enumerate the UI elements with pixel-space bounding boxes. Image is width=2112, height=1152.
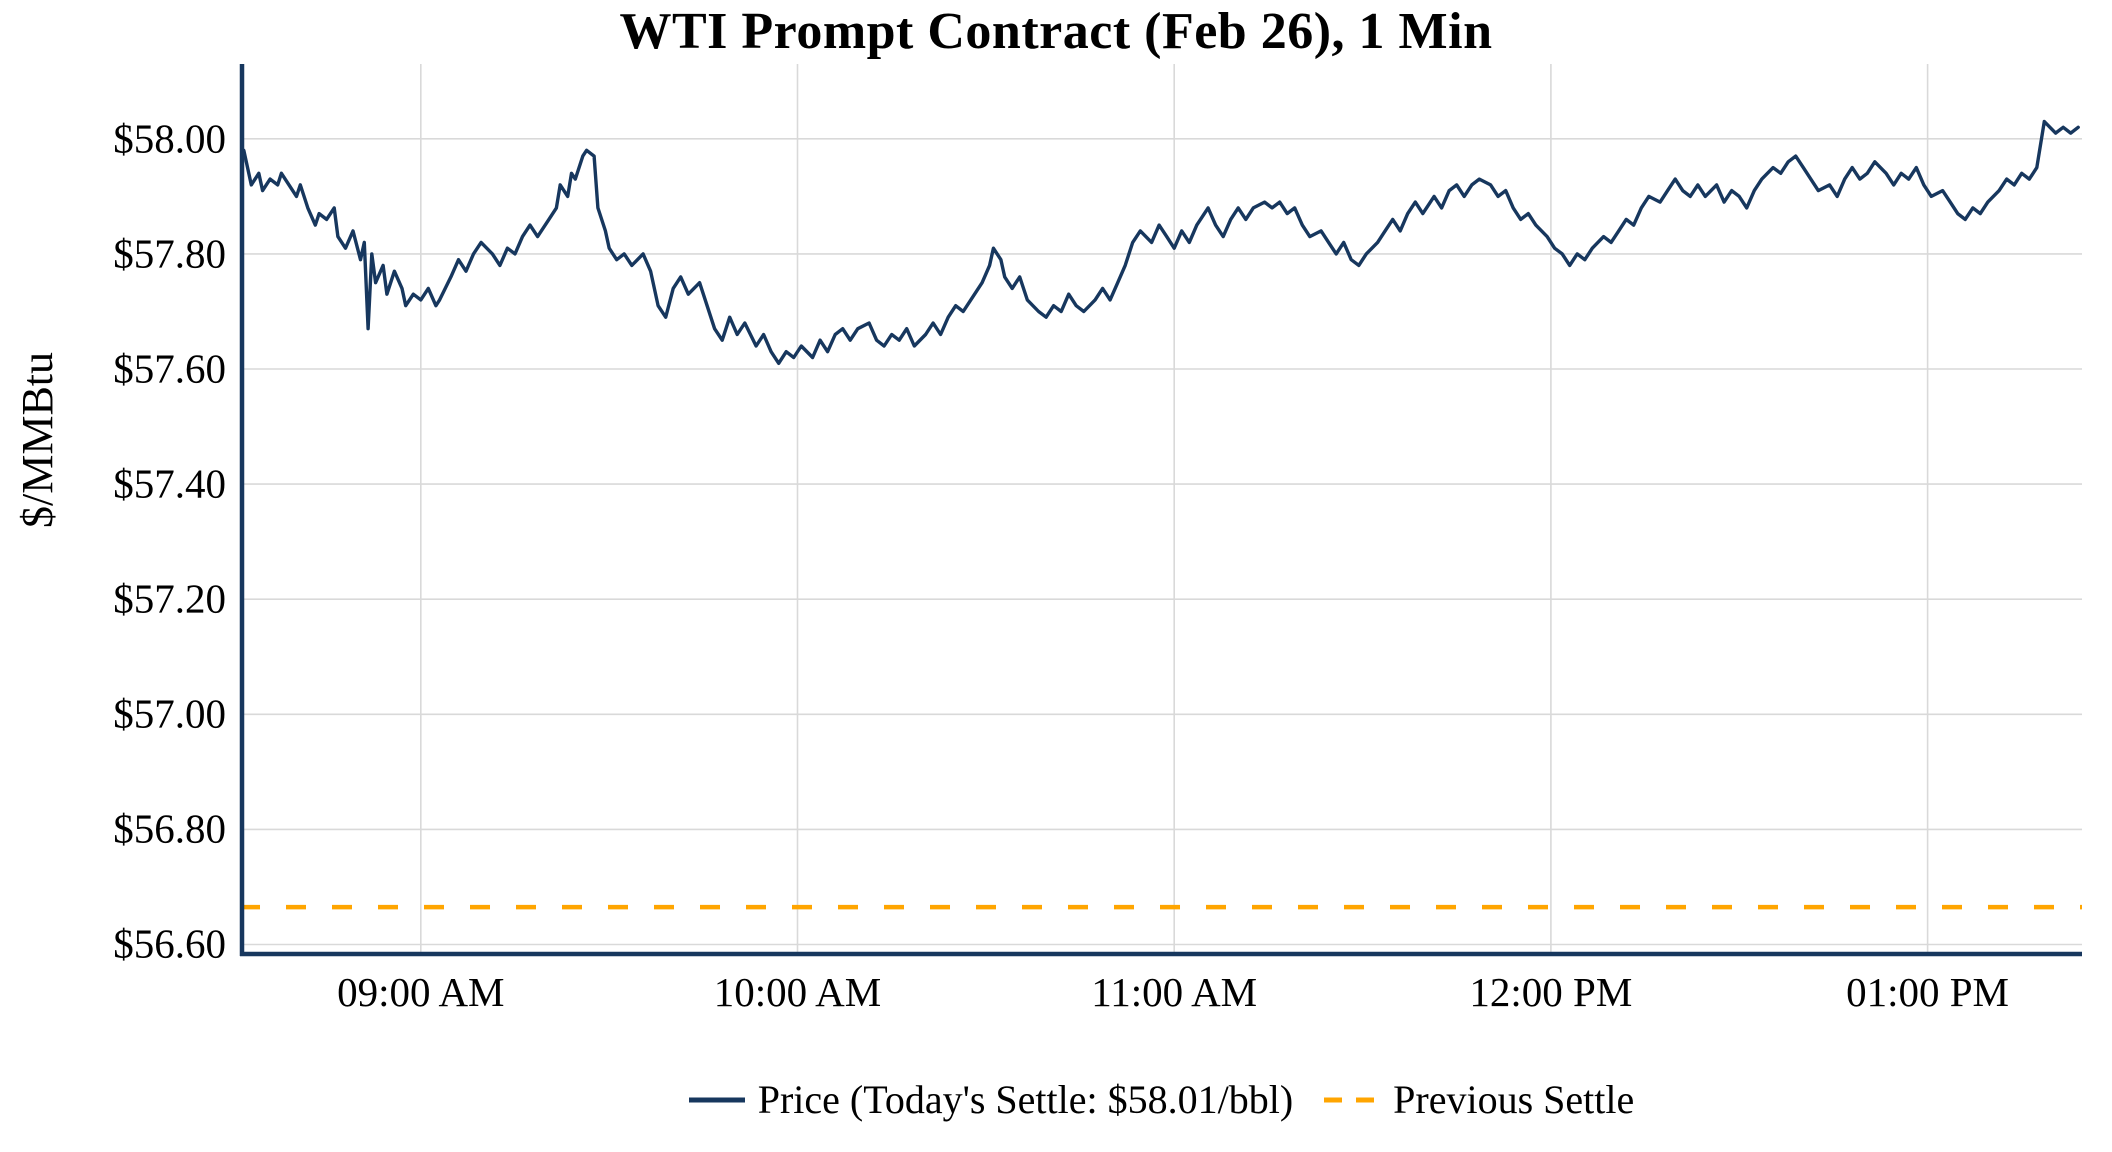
legend: Price (Today's Settle: $58.01/bbl) Previ… — [240, 1076, 2082, 1123]
y-tick-label: $56.80 — [113, 805, 226, 852]
x-tick-label: 10:00 AM — [713, 969, 882, 1015]
plot-area — [239, 64, 2082, 957]
y-tick-label: $58.00 — [113, 115, 226, 162]
y-axis-label: $/MMBtu — [13, 351, 62, 529]
y-tick-label: $57.80 — [113, 230, 226, 277]
y-tick-label: $56.60 — [113, 920, 226, 967]
legend-item-previous-settle: Previous Settle — [1323, 1076, 1634, 1123]
legend-item-price: Price (Today's Settle: $58.01/bbl) — [688, 1076, 1293, 1123]
x-tick-label: 12:00 PM — [1469, 969, 1633, 1015]
y-tick-label: $57.00 — [113, 690, 226, 737]
x-tick-label: 09:00 AM — [337, 969, 505, 1015]
x-tick-label: 01:00 PM — [1846, 969, 2009, 1015]
legend-label-price: Price (Today's Settle: $58.01/bbl) — [757, 1077, 1294, 1122]
y-tick-label: $57.60 — [113, 345, 226, 392]
price-line-swatch — [688, 1097, 745, 1102]
x-tick-label: 11:00 AM — [1091, 969, 1258, 1015]
price-line — [242, 119, 2080, 365]
legend-label-previous-settle: Previous Settle — [1393, 1077, 1635, 1122]
y-tick-label: $57.40 — [113, 460, 226, 507]
previous-settle-swatch — [1324, 1097, 1381, 1102]
y-tick-label: $57.20 — [113, 575, 226, 622]
chart-title: WTI Prompt Contract (Feb 26), 1 Min — [619, 3, 1493, 60]
